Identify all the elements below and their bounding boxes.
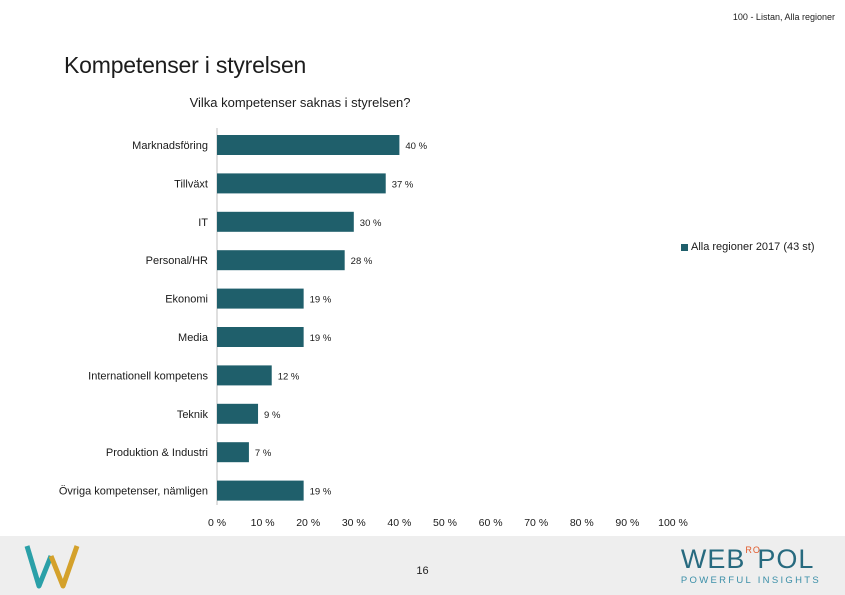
- value-label: 28 %: [351, 256, 373, 267]
- bar: [217, 211, 354, 232]
- bar-chart: Marknadsföring 40 % Tillväxt 37 % IT 30 % Pers…: [59, 128, 688, 529]
- footer-bar: [0, 536, 845, 595]
- x-tick-label: 30 %: [342, 517, 366, 529]
- bar: [217, 365, 272, 386]
- x-tick-label: 10 %: [251, 517, 275, 529]
- category-label: Teknik: [177, 409, 209, 421]
- category-label: Produktion & Industri: [106, 447, 208, 459]
- value-label: 7 %: [255, 448, 272, 459]
- brand-ro: RO: [745, 545, 761, 555]
- category-label: Tillväxt: [174, 178, 208, 190]
- x-tick-label: 70 %: [524, 517, 548, 529]
- bar: [217, 480, 304, 501]
- value-label: 19 %: [310, 333, 332, 344]
- page-number: 16: [416, 565, 429, 577]
- chart-legend: Alla regioner 2017 (43 st): [681, 241, 815, 253]
- chart-title: Vilka kompetenser saknas i styrelsen?: [189, 95, 411, 110]
- category-label: IT: [198, 217, 208, 229]
- value-label: 19 %: [310, 487, 332, 498]
- webropol-logo: WEBROPOL POWERFUL INSIGHTS: [680, 544, 821, 587]
- category-label: Media: [178, 332, 209, 344]
- report-tag: 100 - Listan, Alla regioner: [732, 12, 835, 22]
- legend-swatch: [681, 243, 688, 251]
- x-tick-label: 90 %: [615, 517, 639, 529]
- x-tick-label: 100 %: [658, 517, 688, 529]
- category-label: Ekonomi: [165, 294, 208, 306]
- category-label: Internationell kompetens: [88, 370, 208, 382]
- value-label: 37 %: [392, 179, 414, 190]
- bar: [217, 288, 304, 309]
- category-label: Marknadsföring: [132, 140, 208, 152]
- bar: [217, 403, 259, 424]
- value-label: 30 %: [360, 218, 382, 229]
- x-tick-label: 80 %: [570, 517, 594, 529]
- x-tick-label: 60 %: [479, 517, 503, 529]
- bar: [217, 135, 400, 155]
- brand-right: POL: [757, 544, 815, 574]
- legend-label: Alla regioner 2017 (43 st): [691, 241, 815, 253]
- bar: [217, 173, 386, 194]
- value-label: 9 %: [264, 410, 281, 421]
- x-tick-label: 0 %: [208, 517, 226, 529]
- bar: [217, 327, 304, 347]
- bar: [217, 250, 345, 271]
- bar: [217, 442, 249, 463]
- brand-tagline: POWERFUL INSIGHTS: [680, 575, 821, 586]
- value-label: 40 %: [405, 141, 427, 152]
- slide-title: Kompetenser i styrelsen: [64, 52, 307, 78]
- x-tick-label: 40 %: [387, 517, 411, 529]
- brand-left: WEB: [680, 544, 746, 574]
- w-logo-icon: [24, 542, 82, 595]
- value-label: 19 %: [310, 295, 332, 306]
- category-label: Övriga kompetenser, nämligen: [59, 486, 208, 498]
- value-label: 12 %: [278, 371, 300, 382]
- category-label: Personal/HR: [146, 255, 208, 267]
- x-tick-label: 20 %: [296, 517, 320, 529]
- x-tick-label: 50 %: [433, 517, 457, 529]
